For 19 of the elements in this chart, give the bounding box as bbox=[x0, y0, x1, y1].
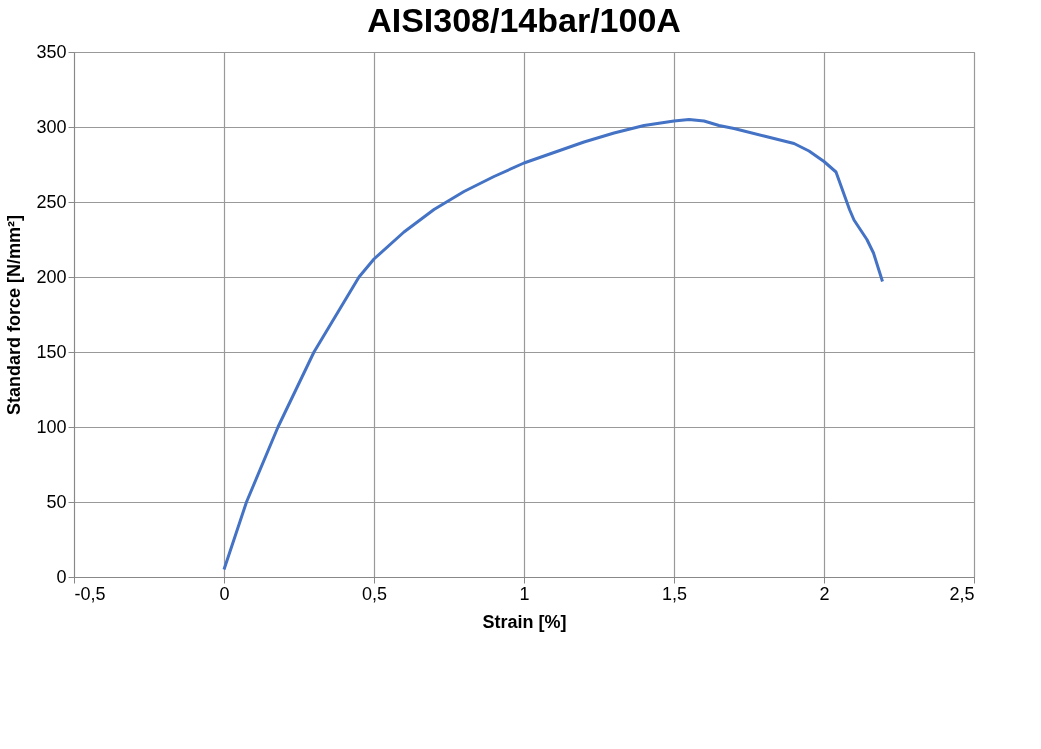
x-tick-label: 2 bbox=[819, 583, 830, 604]
y-tick-label: 200 bbox=[36, 266, 67, 287]
y-tick-label: 250 bbox=[36, 191, 67, 212]
y-tick-label: 300 bbox=[36, 116, 67, 137]
y-tick-label: 100 bbox=[36, 416, 67, 437]
y-axis-title: Standard force [N/mm²] bbox=[4, 214, 25, 416]
x-tick-label: -0,5 bbox=[74, 583, 106, 604]
x-tick-label: 2,5 bbox=[949, 583, 975, 604]
x-tick-label: 1,5 bbox=[661, 583, 688, 604]
x-tick-label: 1 bbox=[519, 583, 530, 604]
y-tick-label: 150 bbox=[36, 341, 67, 362]
x-tick-label: 0 bbox=[219, 583, 230, 604]
y-tick-label: 50 bbox=[46, 491, 67, 512]
chart-title: AISI308/14bar/100A bbox=[367, 1, 681, 39]
x-axis-title: Strain [%] bbox=[482, 611, 567, 632]
x-tick-label: 0,5 bbox=[361, 583, 388, 604]
y-tick-label: 0 bbox=[56, 566, 67, 587]
y-tick-label: 350 bbox=[36, 41, 67, 62]
line-series bbox=[222, 118, 884, 571]
